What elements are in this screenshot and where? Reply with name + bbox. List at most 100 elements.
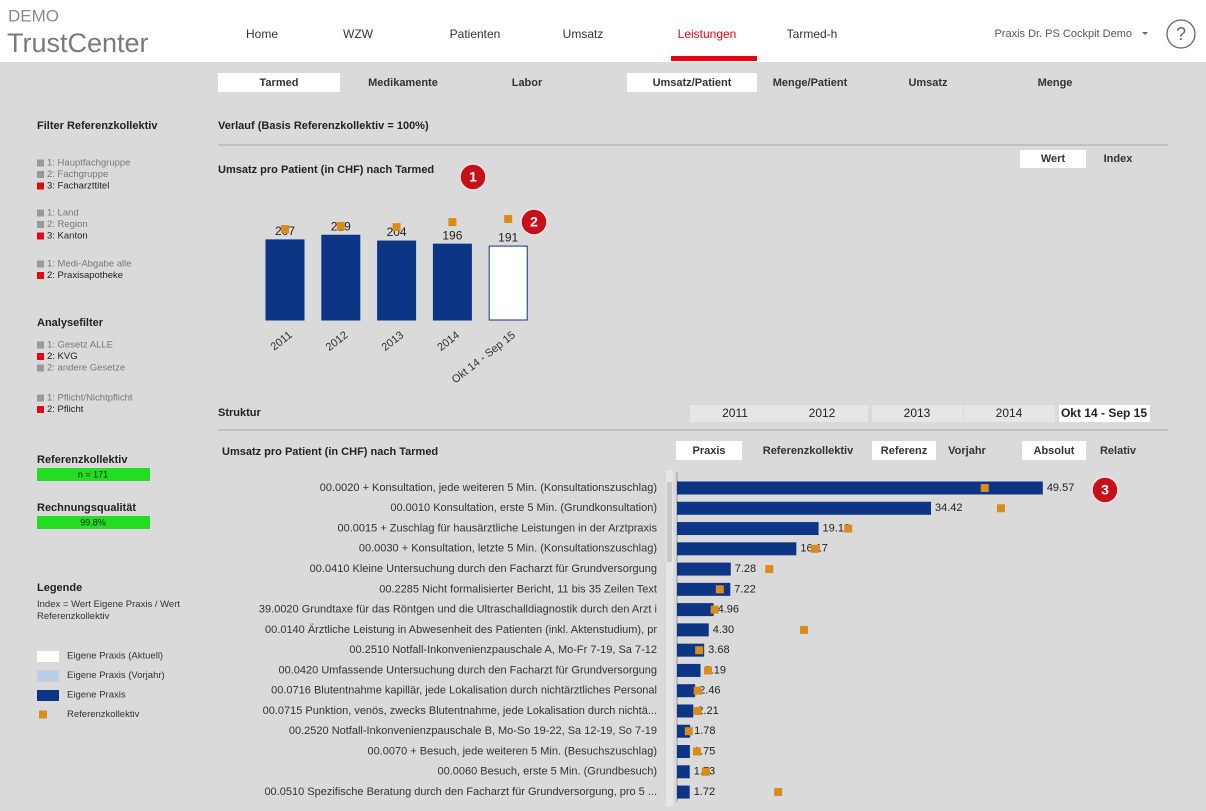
row-label: 00.2520 Notfall-Inkonvenienzpauschale B,… xyxy=(289,725,657,737)
tab[interactable]: Labor xyxy=(512,77,543,89)
bar-value: 204 xyxy=(387,225,407,239)
period[interactable]: Okt 14 - Sep 15 xyxy=(1061,406,1147,420)
scrollbar[interactable] xyxy=(666,470,673,806)
badge xyxy=(1091,476,1119,504)
reference-marker xyxy=(715,585,724,594)
filter-item[interactable]: 2: Pflicht xyxy=(47,404,84,415)
nav-item[interactable]: Patienten xyxy=(450,27,501,41)
nav-item[interactable]: Tarmed-h xyxy=(787,27,838,41)
filter-item[interactable]: 2: Region xyxy=(47,219,88,230)
filter-bullet[interactable] xyxy=(37,182,44,190)
row-label: 00.0140 Ärztliche Leistung in Abwesenhei… xyxy=(265,624,657,636)
badge-number: 3 xyxy=(1101,482,1109,498)
row-label: 00.0715 Punktion, venös, zwecks Blutentn… xyxy=(263,705,657,717)
bar-value: 19.18 xyxy=(823,522,851,534)
filter-item[interactable]: 2: Praxisapotheke xyxy=(47,270,123,281)
tab[interactable]: Umsatz xyxy=(908,77,948,89)
filter-bullet[interactable] xyxy=(37,209,44,217)
nav-item[interactable]: Home xyxy=(246,27,278,41)
filter-bullet[interactable] xyxy=(37,272,44,279)
nav-item[interactable]: WZW xyxy=(343,27,374,41)
filter-item[interactable]: 2: Fachgruppe xyxy=(47,169,108,180)
bar xyxy=(265,239,305,321)
period[interactable]: 2013 xyxy=(904,406,931,420)
tab[interactable]: Medikamente xyxy=(368,77,438,89)
toggle[interactable]: Praxis xyxy=(692,445,725,457)
filter-item[interactable]: 3: Kanton xyxy=(47,231,88,242)
bar xyxy=(677,542,797,556)
legend-swatch xyxy=(37,690,59,701)
row-label: 00.0716 Blutentnahme kapillär, jede Loka… xyxy=(271,685,657,697)
toggle-active xyxy=(1020,150,1086,168)
badge-number: 2 xyxy=(530,214,538,230)
bar xyxy=(677,663,701,677)
tab[interactable]: Umsatz/Patient xyxy=(653,77,732,89)
toggle[interactable]: Vorjahr xyxy=(948,445,986,457)
filter-bullet[interactable] xyxy=(37,394,44,402)
bar xyxy=(377,240,417,321)
toggle[interactable]: Referenz xyxy=(881,445,928,457)
trend-title: Umsatz pro Patient (in CHF) nach Tarmed xyxy=(218,164,434,176)
filter-item[interactable]: 1: Pflicht/Nichtpflicht xyxy=(47,393,133,404)
filter-item[interactable]: 1: Gesetz ALLE xyxy=(47,340,113,351)
bar xyxy=(488,245,528,321)
legend-label: Referenzkollektiv xyxy=(67,709,140,720)
filter-item[interactable]: 1: Land xyxy=(47,208,79,219)
nav-item[interactable]: Umsatz xyxy=(563,27,604,41)
filter-bullet[interactable] xyxy=(37,341,44,349)
filter-item[interactable]: 2: andere Gesetze xyxy=(47,363,125,374)
help-icon[interactable] xyxy=(1166,19,1196,49)
reference-marker xyxy=(996,504,1005,513)
legend-label: Eigene Praxis (Aktuell) xyxy=(67,651,163,662)
toggle[interactable]: Relativ xyxy=(1100,445,1137,457)
reference-marker xyxy=(774,788,783,797)
filter-item[interactable]: 3: Facharzttitel xyxy=(47,181,109,192)
filter-item[interactable]: 2: KVG xyxy=(47,351,78,362)
trend-heading: Verlauf (Basis Referenzkollektiv = 100%) xyxy=(218,120,429,132)
filter-item[interactable]: 1: Hauptfachgruppe xyxy=(47,158,130,169)
tab[interactable]: Menge xyxy=(1038,77,1073,89)
filter-bullet[interactable] xyxy=(37,232,44,240)
nav-underline xyxy=(671,56,757,61)
filter-bullet[interactable] xyxy=(37,171,44,178)
period[interactable]: 2012 xyxy=(809,406,836,420)
scroll-thumb[interactable] xyxy=(667,482,672,562)
badge xyxy=(520,208,548,236)
row-label: 00.0070 + Besuch, jede weiteren 5 Min. (… xyxy=(367,745,657,757)
legend-swatch xyxy=(39,710,47,719)
toggle[interactable]: Referenzkollektiv xyxy=(763,445,854,457)
filter-bullet[interactable] xyxy=(37,364,44,372)
filter-bullet[interactable] xyxy=(37,353,44,360)
period-box[interactable] xyxy=(872,405,963,422)
toggle[interactable]: Index xyxy=(1104,153,1134,165)
filter-bullet[interactable] xyxy=(37,260,44,268)
tab[interactable]: Menge/Patient xyxy=(773,77,848,89)
bar-value: 1.72 xyxy=(694,786,715,798)
period[interactable]: 2014 xyxy=(996,406,1023,420)
filter-bullet[interactable] xyxy=(37,406,44,413)
filter-bullet[interactable] xyxy=(37,159,44,167)
reference-marker xyxy=(693,706,702,715)
tab[interactable]: Tarmed xyxy=(260,77,299,89)
user-menu[interactable]: Praxis Dr. PS Cockpit Demo xyxy=(994,28,1132,40)
bar xyxy=(677,501,932,515)
period[interactable]: 2011 xyxy=(722,406,748,420)
reference-marker xyxy=(684,727,693,736)
period-box[interactable] xyxy=(964,405,1055,422)
toggle[interactable]: Wert xyxy=(1041,153,1066,165)
reference-marker xyxy=(701,767,710,776)
row-label: 39.0020 Grundtaxe für das Röntgen und di… xyxy=(259,604,657,616)
nav-item[interactable]: Leistungen xyxy=(678,27,737,41)
legend-note: Index = Wert Eigene Praxis / Wert Refere… xyxy=(37,599,181,622)
legend-label: Eigene Praxis (Vorjahr) xyxy=(67,670,165,681)
reference-marker xyxy=(765,565,774,574)
period-box[interactable] xyxy=(1059,405,1150,422)
bar xyxy=(321,234,361,321)
period-box[interactable] xyxy=(690,405,781,422)
period-box[interactable] xyxy=(777,405,868,422)
reference-marker xyxy=(504,214,513,223)
toggle[interactable]: Absolut xyxy=(1034,445,1075,457)
filter-item[interactable]: 1: Medi-Abgabe alle xyxy=(47,259,132,270)
filter-bullet[interactable] xyxy=(37,221,44,228)
